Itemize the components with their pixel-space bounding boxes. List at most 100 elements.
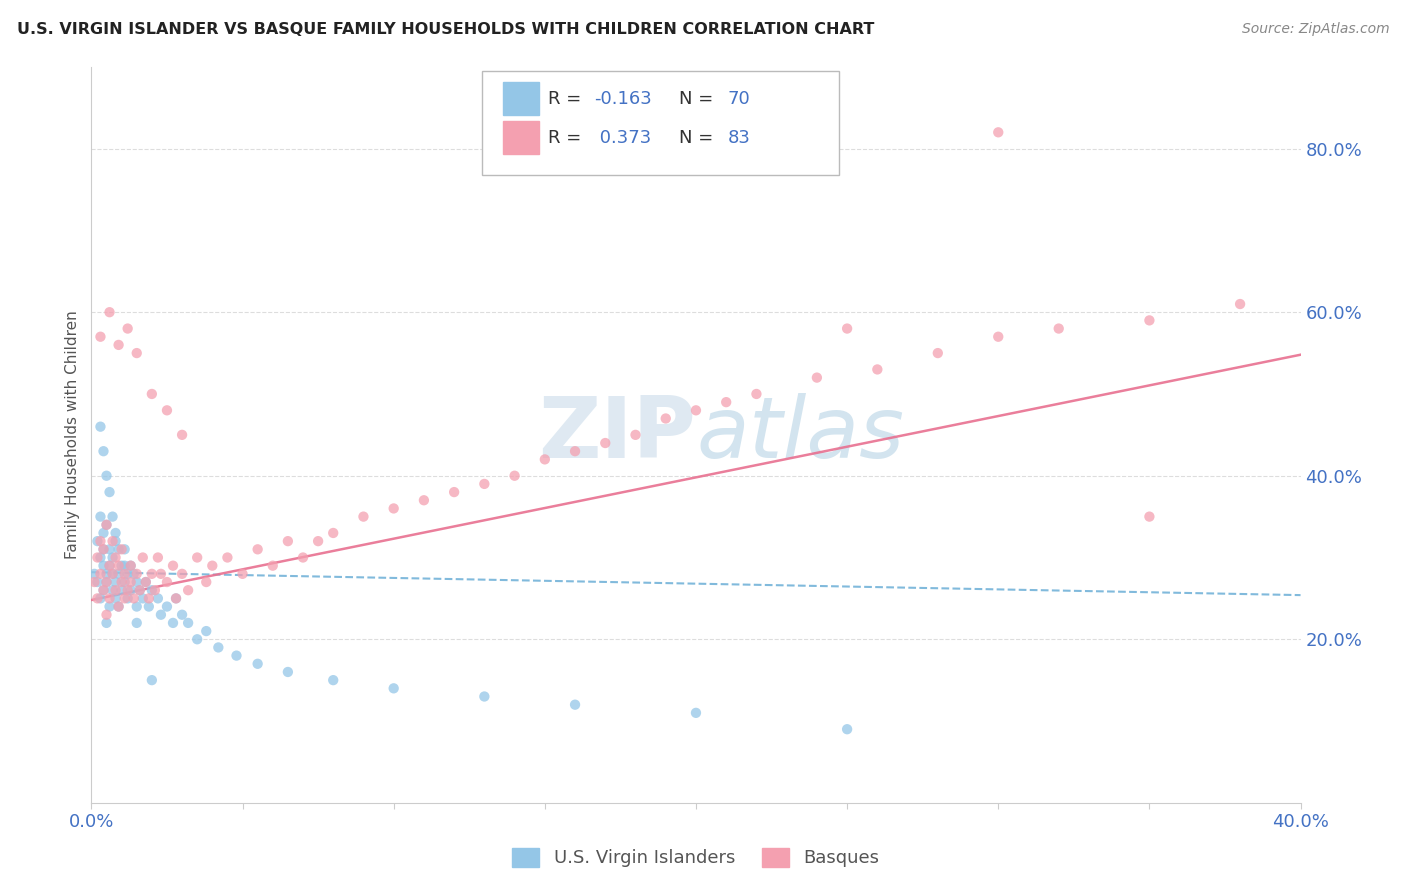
Point <box>120 574 142 589</box>
Point <box>96 468 118 483</box>
Point <box>104 583 127 598</box>
Point <box>120 558 142 573</box>
Point <box>104 525 127 540</box>
Point <box>143 583 166 598</box>
Point <box>98 558 121 573</box>
Point <box>564 444 586 458</box>
Point <box>98 599 121 614</box>
Point <box>172 427 194 442</box>
Text: N =: N = <box>679 128 718 146</box>
Text: -0.163: -0.163 <box>595 89 652 108</box>
Point <box>111 583 132 598</box>
Point <box>624 427 647 442</box>
Point <box>1139 509 1161 524</box>
FancyBboxPatch shape <box>502 121 538 153</box>
Point <box>120 583 142 598</box>
Point <box>149 607 172 622</box>
Point <box>89 419 111 434</box>
Point <box>322 673 344 687</box>
Point <box>1229 297 1251 311</box>
Point <box>122 591 145 606</box>
Point <box>107 558 129 573</box>
Point <box>125 599 148 614</box>
Point <box>114 574 136 589</box>
Point <box>162 615 184 630</box>
Point <box>125 566 148 581</box>
Point <box>107 599 129 614</box>
Point <box>382 501 405 516</box>
Text: R =: R = <box>548 89 588 108</box>
Point <box>96 574 118 589</box>
Point <box>156 599 179 614</box>
Point <box>177 583 200 598</box>
Point <box>277 534 299 549</box>
Point <box>322 525 344 540</box>
Point <box>141 566 163 581</box>
Point <box>107 599 129 614</box>
Point <box>93 558 115 573</box>
Text: R =: R = <box>548 128 588 146</box>
Point <box>114 591 136 606</box>
Point <box>277 665 299 679</box>
Point <box>83 574 105 589</box>
Point <box>117 566 139 581</box>
Point <box>987 125 1010 139</box>
Point <box>89 591 111 606</box>
Point <box>93 583 115 598</box>
Point <box>195 624 218 639</box>
Point <box>714 395 737 409</box>
Point <box>107 566 129 581</box>
Point <box>685 706 707 720</box>
Point <box>98 558 121 573</box>
Point <box>117 321 139 335</box>
Point <box>138 599 160 614</box>
Point <box>207 640 229 655</box>
Point <box>225 648 247 663</box>
Point <box>382 681 405 696</box>
Point <box>654 411 676 425</box>
Point <box>114 566 136 581</box>
Y-axis label: Family Households with Children: Family Households with Children <box>65 310 80 559</box>
Point <box>101 583 124 598</box>
Point <box>89 330 111 344</box>
Text: 0.373: 0.373 <box>595 128 651 146</box>
Point <box>104 591 127 606</box>
Point <box>114 558 136 573</box>
Point <box>93 525 115 540</box>
Point <box>98 542 121 557</box>
Point <box>98 591 121 606</box>
Point <box>987 330 1010 344</box>
Point <box>132 550 155 565</box>
Point <box>195 574 218 589</box>
Point <box>93 583 115 598</box>
Point <box>352 509 374 524</box>
Point <box>835 321 858 335</box>
Point <box>96 615 118 630</box>
Point <box>292 550 315 565</box>
Point <box>141 583 163 598</box>
Point <box>101 534 124 549</box>
Point <box>172 566 194 581</box>
Text: ZIP: ZIP <box>538 393 696 476</box>
Point <box>93 542 115 557</box>
Point <box>146 591 169 606</box>
Text: N =: N = <box>679 89 718 108</box>
Point <box>86 574 108 589</box>
Point <box>835 723 858 737</box>
Point <box>564 698 586 712</box>
Point <box>98 485 121 500</box>
Point <box>413 493 436 508</box>
Point <box>135 574 157 589</box>
Point <box>101 566 124 581</box>
Point <box>443 485 465 500</box>
Point <box>101 509 124 524</box>
Point <box>93 542 115 557</box>
Text: Source: ZipAtlas.com: Source: ZipAtlas.com <box>1241 22 1389 37</box>
Point <box>125 615 148 630</box>
Point <box>128 583 150 598</box>
Point <box>89 509 111 524</box>
Point <box>117 583 139 598</box>
Point <box>125 346 148 360</box>
Point <box>503 468 526 483</box>
Point <box>101 566 124 581</box>
